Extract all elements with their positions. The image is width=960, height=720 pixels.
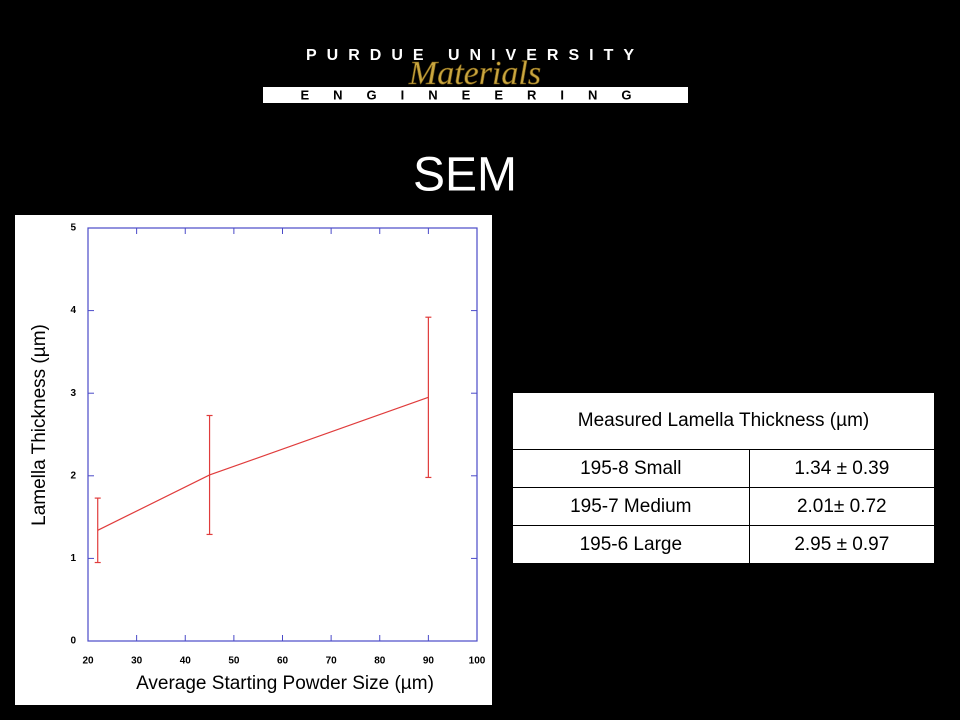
x-tick-label: 20: [82, 656, 94, 667]
y-tick-label: 2: [70, 470, 76, 481]
y-tick-label: 1: [70, 553, 76, 564]
x-tick-label: 70: [326, 656, 338, 667]
x-tick-label: 50: [228, 656, 240, 667]
y-tick-label: 4: [70, 305, 76, 316]
university-name: PURDUE UNIVERSITY: [306, 47, 644, 64]
sample-cell: 195-6 Large: [512, 525, 750, 564]
y-axis-label: Lamella Thickness (µm): [29, 324, 50, 526]
sample-cell: 195-7 Medium: [512, 487, 750, 526]
y-tick-label: 5: [70, 223, 76, 234]
x-tick-label: 60: [277, 656, 289, 667]
thickness-table: Measured Lamella Thickness (µm) 195-8 Sm…: [512, 392, 936, 564]
x-axis-label: Average Starting Powder Size (µm): [136, 673, 434, 694]
y-tick-label: 0: [70, 636, 76, 647]
x-tick-label: 40: [180, 656, 192, 667]
sample-cell: 195-8 Small: [512, 449, 750, 488]
department-name: Materials: [408, 55, 541, 92]
slide-title: SEM: [413, 149, 517, 202]
x-tick-label: 30: [131, 656, 143, 667]
logo-bar: [263, 87, 688, 103]
table-header: Measured Lamella Thickness (µm): [512, 392, 935, 450]
x-tick-label: 100: [469, 656, 486, 667]
school-name: ENGINEERING: [300, 87, 655, 102]
x-tick-label: 90: [423, 656, 435, 667]
x-tick-label: 80: [374, 656, 386, 667]
thickness-cell: 2.01± 0.72: [748, 487, 936, 526]
thickness-cell: 2.95 ± 0.97: [748, 525, 936, 564]
thickness-cell: 1.34 ± 0.39: [748, 449, 936, 488]
y-tick-label: 3: [70, 388, 76, 399]
